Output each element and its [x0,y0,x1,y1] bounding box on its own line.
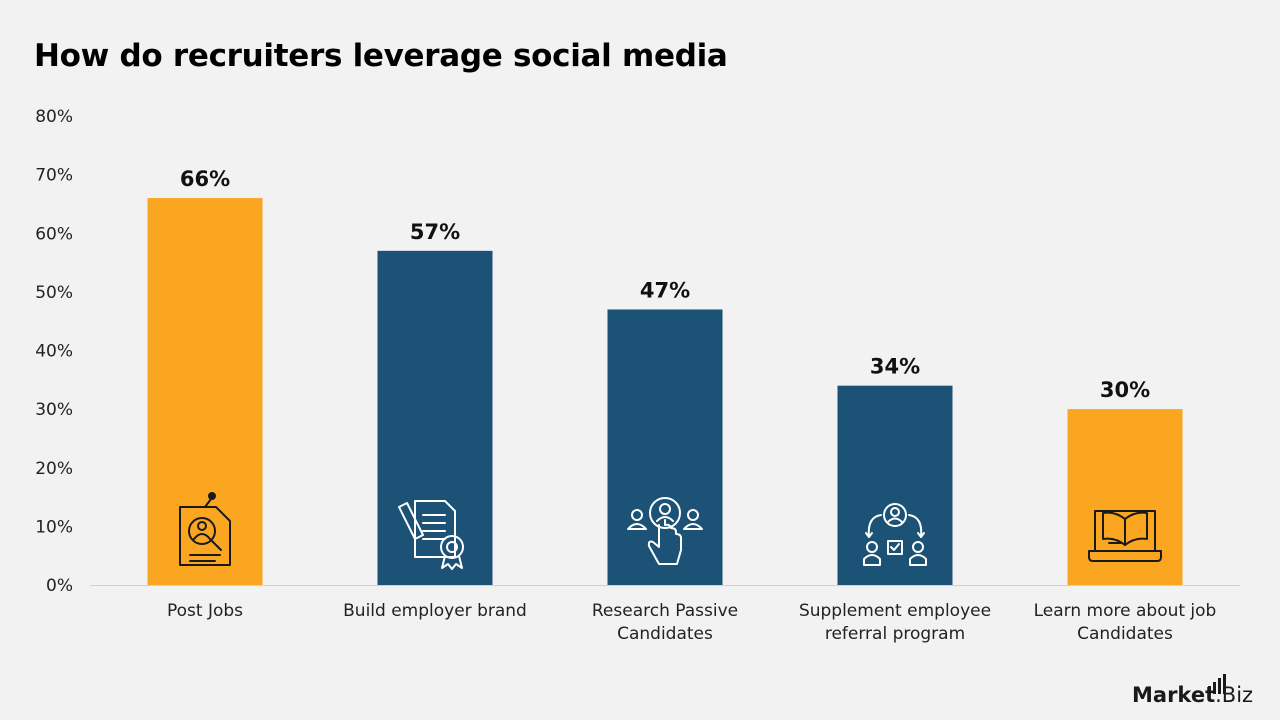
data-labels: 66% 57% 47% 34% 30% [180,167,1150,402]
referral-icon [863,503,927,566]
x-axis-labels: Post Jobs Build employer brand Research Pa… [167,601,1216,644]
bar [147,198,263,585]
job-search-icon [179,492,231,566]
data-label: 47% [640,278,690,302]
y-tick-label: 50% [35,283,73,303]
chart-title: How do recruiters leverage social media [34,38,728,74]
x-tick-label: Learn more about job Candidates [1034,601,1217,644]
logo-text-main: Market [1132,683,1215,707]
data-label: 66% [180,167,230,191]
bar-icons [179,492,1162,570]
bar [377,250,493,585]
bars [147,198,1183,585]
y-axis: 0% 10% 20% 30% 40% 50% 60% 70% 80% [35,107,1240,596]
y-tick-label: 60% [35,224,73,244]
laptop-book-icon [1088,510,1162,562]
y-tick-label: 30% [35,400,73,420]
x-tick-label: Build employer brand [343,601,527,621]
y-tick-label: 40% [35,342,73,362]
x-tick-label: Research Passive Candidates [592,601,738,644]
data-label: 34% [870,355,920,379]
y-tick-label: 10% [35,517,73,537]
certificate-icon [398,500,464,570]
y-tick-label: 20% [35,459,73,479]
y-tick-label: 0% [46,576,73,596]
click-candidates-icon [627,497,703,565]
svg-text:Market.Biz: Market.Biz [1132,683,1253,707]
bar [837,385,953,585]
marketbiz-logo: Market.Biz [1132,674,1253,707]
x-tick-label: Post Jobs [167,601,243,621]
bar [607,309,723,585]
data-label: 57% [410,220,460,244]
y-tick-label: 80% [35,107,73,127]
logo-text-suffix: .Biz [1215,683,1253,707]
x-tick-label: Supplement employee referral program [799,601,991,644]
bar [1067,409,1183,585]
data-label: 30% [1100,378,1150,402]
y-tick-label: 70% [35,166,73,186]
